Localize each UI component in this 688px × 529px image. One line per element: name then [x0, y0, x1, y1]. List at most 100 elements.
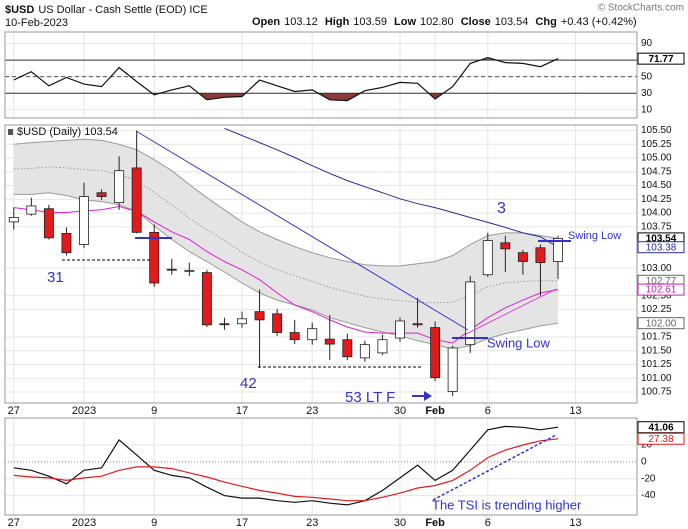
- band-area: [13, 139, 559, 350]
- quote-value: +0.43 (+0.42%): [561, 16, 637, 28]
- panel-background: [5, 418, 637, 515]
- candle-body: [26, 205, 37, 215]
- annotation: 42: [240, 375, 257, 392]
- y-tick-label: 103.00: [641, 263, 672, 274]
- x-tick-label: Feb: [425, 405, 445, 417]
- y-tick-label: 101.00: [641, 373, 672, 384]
- quote-label: Open: [252, 16, 280, 28]
- candle-body: [43, 208, 54, 239]
- y-tick-label: 101.75: [641, 332, 672, 343]
- candle-body: [447, 347, 458, 392]
- arrow-head: [424, 391, 432, 401]
- overlay-line: [224, 127, 559, 248]
- price-badge-label: 71.77: [648, 54, 673, 65]
- x-tick-label: 30: [394, 517, 406, 529]
- y-tick-label: 90: [641, 38, 653, 49]
- y-tick-label: 10: [641, 104, 653, 115]
- price-badge-label: 102.61: [646, 285, 677, 296]
- candle-body: [237, 318, 247, 325]
- price-badge-label: 102.77: [646, 276, 677, 287]
- price-badge-label: 102.00: [646, 318, 677, 329]
- series-line: [13, 56, 559, 102]
- x-tick-label: 9: [151, 517, 157, 529]
- price-badge: [637, 52, 685, 65]
- date: 10-Feb-2023: [5, 17, 68, 29]
- y-tick-label: 104.00: [641, 208, 672, 219]
- quote-label: Close: [461, 16, 491, 28]
- x-tick-label: Feb: [425, 517, 445, 529]
- candle-body: [201, 272, 212, 326]
- price-badge-label: 103.54: [646, 234, 677, 245]
- candle-body: [114, 170, 125, 204]
- price-badge: [637, 421, 685, 434]
- annotation: 53 LT F: [345, 389, 395, 406]
- price-badge: [637, 432, 685, 445]
- candle-body: [8, 217, 19, 223]
- panel-background: [5, 32, 637, 118]
- x-tick-label: 13: [569, 405, 581, 417]
- y-tick-label: 0: [641, 457, 647, 468]
- price-badge: [637, 283, 685, 296]
- candle-body: [395, 320, 405, 339]
- annotation: The TSI is trending higher: [432, 497, 582, 512]
- x-tick-label: 27: [8, 405, 20, 417]
- quote-label: Low: [394, 16, 416, 28]
- y-tick-label: 104.50: [641, 180, 672, 191]
- candle-body: [254, 311, 265, 321]
- annotation: Swing Low: [487, 335, 550, 350]
- x-tick-label: 9: [151, 405, 157, 417]
- x-tick-label: 17: [236, 405, 248, 417]
- candle-body: [166, 268, 177, 271]
- quote-value: 103.54: [495, 16, 529, 28]
- price-badge: [637, 317, 685, 330]
- candle-body: [149, 231, 160, 284]
- overlay-line: [13, 138, 559, 267]
- candle-body: [307, 328, 318, 341]
- x-tick-label: 2023: [72, 517, 96, 529]
- trend-line: [465, 288, 557, 335]
- candle-body: [465, 281, 476, 346]
- candle-body: [500, 242, 511, 250]
- price-badge: [637, 241, 685, 254]
- panel-label-icon: [8, 129, 13, 135]
- x-tick-label: 23: [306, 405, 318, 417]
- panel-layer: [5, 125, 637, 403]
- candle-body: [272, 313, 283, 333]
- y-tick-label: 30: [641, 88, 653, 99]
- candle-body: [553, 238, 563, 262]
- panel-border: [4, 417, 638, 516]
- y-tick-label: 104.75: [641, 166, 672, 177]
- price-badge-label: 103.38: [646, 242, 677, 253]
- chart-title: $USD US Dollar - Cash Settle (EOD) ICE: [5, 4, 208, 16]
- y-tick-label: 101.25: [641, 359, 672, 370]
- y-tick-label: 105.00: [641, 153, 672, 164]
- drawings: [62, 130, 571, 501]
- x-tick-label: 17: [236, 517, 248, 529]
- candle-body: [517, 252, 528, 262]
- y-tick-label: 50: [641, 71, 653, 82]
- candle-body: [324, 338, 335, 345]
- quote-label: Chg: [535, 16, 556, 28]
- candle-body: [96, 192, 107, 197]
- candle-body: [61, 233, 72, 254]
- y-tick-label: 102.50: [641, 290, 672, 301]
- annotation: 3: [497, 200, 506, 217]
- panel-border: [4, 31, 638, 119]
- series-line: [13, 425, 559, 506]
- y-tick-label: 101.50: [641, 345, 672, 356]
- y-tick-label: 102.25: [641, 304, 672, 315]
- panel-layer: [5, 32, 637, 118]
- plot-area: 27 2023 9 17 23 30 Feb 6 13105.50105.25105.00104…: [4, 31, 685, 529]
- x-tick-label: 23: [306, 517, 318, 529]
- y-tick-label: 103.75: [641, 221, 672, 232]
- y-tick-label: -20: [641, 473, 656, 484]
- candle-body: [79, 196, 89, 245]
- panel-label: $USD (Daily) 103.54: [17, 126, 118, 138]
- watermark: © StockCharts.com: [598, 3, 684, 14]
- y-tick-label: -40: [641, 490, 656, 501]
- quote: Open 103.12 High 103.59 Low 102.80 Close 103…: [252, 16, 637, 28]
- candle-body: [219, 323, 230, 326]
- price-badge-label: 27.38: [648, 434, 673, 445]
- trend-line: [135, 130, 469, 331]
